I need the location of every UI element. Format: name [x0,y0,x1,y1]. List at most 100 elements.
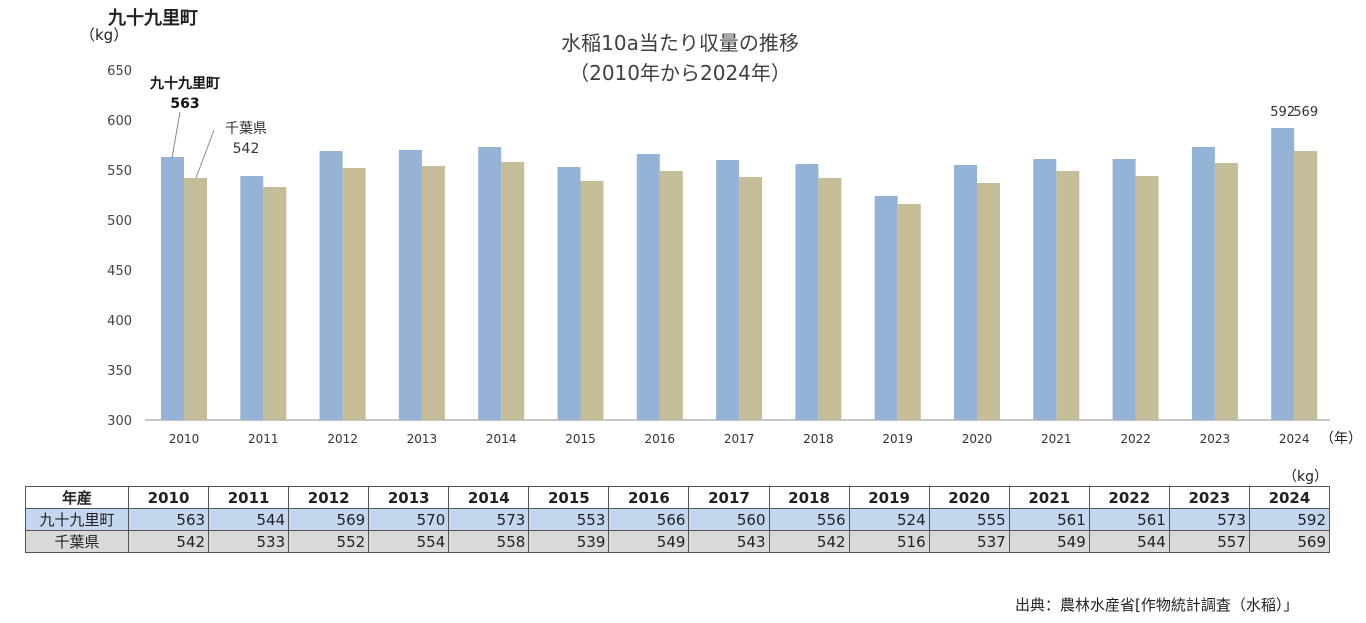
table-cell: 556 [768,508,850,531]
table-cell: 566 [608,508,690,531]
bar-chiba-2012 [342,168,366,420]
bar-kujukuri-2015 [557,167,581,420]
table-cell: 563 [127,508,210,531]
bar-kujukuri-2016 [636,154,660,420]
table-cell: 569 [288,508,370,531]
x-tick-label: 2019 [882,432,913,446]
bar-kujukuri-2012 [319,151,343,420]
table-cell: 544 [1088,530,1170,553]
table-cell: 569 [1248,530,1331,553]
table-cell: 542 [127,530,210,553]
table-cell: 544 [208,508,290,531]
bar-kujukuri-2020 [954,165,977,420]
table-cell: 570 [368,508,450,531]
bar-chiba-2011 [263,187,287,420]
annotation-leader-kujukuri [171,111,181,159]
x-tick-label: 2017 [724,432,755,446]
y-tick-label: 350 [107,364,132,379]
table-header-year: 2019 [848,486,930,509]
bar-chiba-2014 [501,162,525,420]
table-cell: 542 [768,530,850,553]
table-header-year: 2017 [688,486,770,509]
table-cell: 524 [848,508,930,531]
x-axis-label: （年） [1320,431,1362,447]
bar-chiba-2018 [818,178,842,420]
table-cell: 560 [688,508,770,531]
table-header-year: 2021 [1008,486,1090,509]
table-cell: 539 [528,530,610,553]
bar-chiba-2019 [897,204,921,420]
bar-kujukuri-2013 [398,150,422,420]
bar-kujukuri-2024 [1271,128,1295,420]
bar-kujukuri-2021 [1033,159,1057,420]
y-tick-label: 450 [107,264,132,279]
bar-kujukuri-2019 [874,196,898,420]
table-header-label: 年産 [25,486,129,509]
annotation-leader-chiba [195,129,215,179]
chart-subtitle: （2010年から2024年） [569,61,791,85]
table-header-year: 2014 [448,486,530,509]
x-tick-label: 2015 [565,432,596,446]
chart-title: 水稲10a当たり収量の推移 [561,31,799,55]
y-tick-label: 550 [107,164,132,179]
x-tick-label: 2010 [169,432,200,446]
bar-chiba-2015 [580,181,604,420]
data-label-chiba-2024: 569 [1293,105,1318,120]
table-cell: 558 [448,530,530,553]
y-tick-label: 300 [107,414,132,429]
x-tick-label: 2021 [1041,432,1072,446]
x-tick-label: 2014 [486,432,517,446]
bar-kujukuri-2017 [716,160,740,420]
table-cell: 552 [288,530,370,553]
bar-chiba-2022 [1135,176,1159,420]
y-tick-label: 650 [107,64,132,79]
table-header-year: 2015 [528,486,610,509]
data-table: 年産 2010 2011 2012 2013 2014 2015 2016 2017 2018 20… [25,486,1331,553]
table-cell: 592 [1248,508,1331,531]
bar-chiba-2013 [421,166,445,420]
bar-chiba-2020 [977,183,1000,420]
bar-kujukuri-2010 [161,157,184,420]
table-cell: 549 [1008,530,1090,553]
bar-kujukuri-2018 [795,164,819,420]
table-header-row: 年産 2010 2011 2012 2013 2014 2015 2016 2017 2018 20… [25,486,1331,509]
annotation-kujukuri-value: 563 [170,96,199,112]
table-cell: 533 [208,530,290,553]
x-tick-label: 2023 [1200,432,1231,446]
y-tick-label: 600 [107,114,132,129]
x-tick-label: 2012 [327,432,358,446]
x-tick-label: 2013 [407,432,438,446]
y-tick-label: 500 [107,214,132,229]
table-header-year: 2018 [768,486,850,509]
x-tick-label: 2022 [1120,432,1151,446]
page-title: 九十九里町 [108,8,198,29]
y-tick-label: 400 [107,314,132,329]
table-cell: 557 [1168,530,1250,553]
table-header-year: 2010 [127,486,210,509]
table-row-label: 九十九里町 [25,508,129,531]
table-header-year: 2011 [208,486,290,509]
table-unit: （kg） [1283,469,1328,485]
table-cell: 543 [688,530,770,553]
table-cell: 553 [528,508,610,531]
table-cell: 561 [1008,508,1090,531]
table-cell: 537 [928,530,1010,553]
table-header-year: 2020 [928,486,1010,509]
bar-kujukuri-2023 [1191,147,1215,420]
bar-chiba-2017 [739,177,763,420]
bar-chiba-2024 [1294,151,1318,420]
table-header-year: 2023 [1168,486,1250,509]
annotation-kujukuri-name: 九十九里町 [149,75,220,92]
x-tick-label: 2018 [803,432,834,446]
data-label-kujukuri-2024: 592 [1270,105,1295,120]
x-tick-label: 2024 [1279,432,1310,446]
table-header-year: 2022 [1088,486,1170,509]
table-cell: 554 [368,530,450,553]
annotation-chiba-name: 千葉県 [225,121,267,137]
bar-kujukuri-2014 [478,147,502,420]
table-row: 九十九里町 563 544 569 570 573 553 566 560 556 524 555 56… [25,508,1331,531]
table-cell: 573 [1168,508,1250,531]
table-cell: 516 [848,530,930,553]
table-header-year: 2013 [368,486,450,509]
bar-chiba-2016 [659,171,683,420]
